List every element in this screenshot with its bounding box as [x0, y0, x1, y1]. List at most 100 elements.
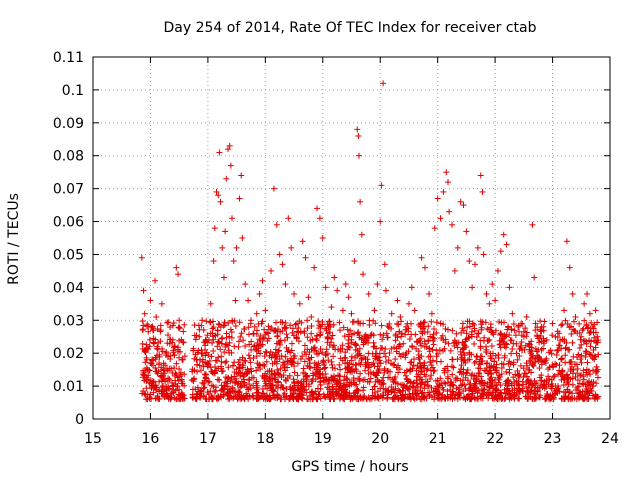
data-point [467, 384, 474, 391]
data-point [392, 356, 399, 363]
data-point [575, 390, 582, 397]
data-point [578, 371, 585, 378]
data-point [142, 346, 149, 353]
data-point [505, 360, 512, 367]
data-point [336, 383, 343, 390]
data-point [224, 390, 231, 397]
data-point [578, 359, 585, 366]
data-point [464, 324, 471, 331]
data-point [166, 336, 173, 343]
data-point [329, 344, 336, 351]
data-point [550, 364, 557, 371]
data-point [320, 391, 327, 398]
data-point [463, 393, 470, 400]
data-point [471, 340, 478, 347]
data-point [407, 359, 414, 366]
data-point [545, 373, 552, 380]
data-point [460, 366, 467, 373]
data-point [311, 264, 318, 271]
data-point [583, 348, 590, 355]
data-point [226, 333, 233, 340]
y-tick-label: 0.07 [53, 182, 84, 198]
data-point [516, 328, 523, 335]
data-point [469, 390, 476, 397]
data-point [317, 345, 324, 352]
data-point [202, 346, 209, 353]
data-point [519, 320, 526, 327]
data-point [165, 332, 172, 339]
data-point [273, 221, 280, 228]
data-point [269, 392, 276, 399]
data-point [440, 188, 447, 195]
data-point [304, 346, 311, 353]
data-point [454, 344, 461, 351]
data-point [500, 231, 507, 238]
data-point [510, 359, 517, 366]
data-point [483, 368, 490, 375]
data-point [148, 360, 155, 367]
data-point [294, 360, 301, 367]
data-point [382, 287, 389, 294]
data-point [365, 370, 372, 377]
data-point [554, 328, 561, 335]
data-point [357, 198, 364, 205]
data-point [449, 327, 456, 334]
data-point [165, 383, 172, 390]
data-point [544, 391, 551, 398]
data-point [354, 396, 361, 403]
data-point [236, 338, 243, 345]
data-point [568, 363, 575, 370]
data-point [323, 376, 330, 383]
data-point [508, 382, 515, 389]
data-point [454, 395, 461, 402]
y-tick-label: 0.04 [53, 280, 84, 296]
data-point [301, 342, 308, 349]
data-point [220, 322, 227, 329]
data-point [580, 338, 587, 345]
data-point [510, 340, 517, 347]
data-point [232, 322, 239, 329]
data-point [192, 336, 199, 343]
data-point [505, 323, 512, 330]
data-point [200, 385, 207, 392]
data-point [594, 374, 601, 381]
data-point [560, 381, 567, 388]
data-point [548, 350, 555, 357]
data-point [314, 205, 321, 212]
data-point [305, 355, 312, 362]
data-point [353, 361, 360, 368]
data-point [386, 324, 393, 331]
data-point [457, 198, 464, 205]
data-point [376, 366, 383, 373]
data-point [173, 264, 180, 271]
data-point [391, 361, 398, 368]
data-point [359, 271, 366, 278]
data-point [407, 320, 414, 327]
data-point [219, 244, 226, 251]
data-point [475, 387, 482, 394]
data-point [212, 363, 219, 370]
data-point [253, 367, 260, 374]
data-point [209, 330, 216, 337]
data-point [166, 376, 173, 383]
data-point [397, 313, 404, 320]
data-point [581, 300, 588, 307]
data-point [516, 386, 523, 393]
data-point [412, 331, 419, 338]
data-point [449, 221, 456, 228]
data-point [303, 351, 310, 358]
data-point [157, 327, 164, 334]
data-point [285, 215, 292, 222]
data-point [296, 300, 303, 307]
data-point [373, 350, 380, 357]
data-point [361, 333, 368, 340]
data-point [524, 377, 531, 384]
data-point [472, 261, 479, 268]
data-point [306, 363, 313, 370]
data-point [543, 381, 550, 388]
data-point [335, 392, 342, 399]
data-point [315, 318, 322, 325]
data-point [558, 371, 565, 378]
data-point [218, 353, 225, 360]
data-point [370, 317, 377, 324]
